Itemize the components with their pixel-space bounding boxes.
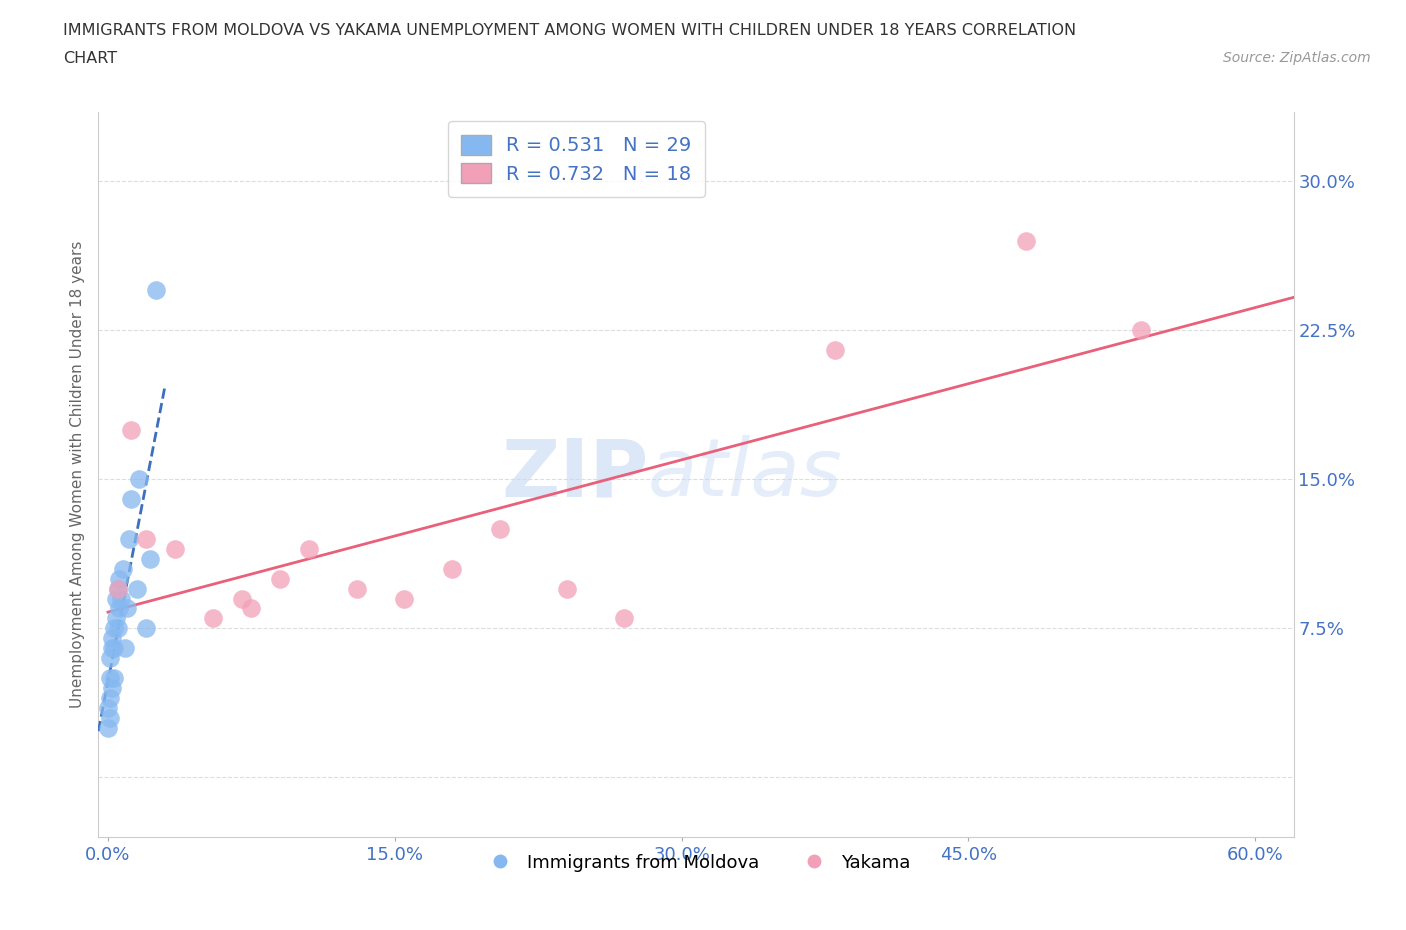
Text: CHART: CHART bbox=[63, 51, 117, 66]
Point bbox=[97, 700, 120, 715]
Point bbox=[101, 681, 124, 696]
Point bbox=[231, 591, 253, 606]
Point bbox=[107, 621, 129, 636]
Point bbox=[98, 671, 121, 685]
Point bbox=[107, 581, 129, 596]
Point bbox=[135, 621, 157, 636]
Text: IMMIGRANTS FROM MOLDOVA VS YAKAMA UNEMPLOYMENT AMONG WOMEN WITH CHILDREN UNDER 1: IMMIGRANTS FROM MOLDOVA VS YAKAMA UNEMPL… bbox=[63, 23, 1077, 38]
Point bbox=[202, 611, 225, 626]
Point bbox=[139, 551, 162, 566]
Point bbox=[112, 562, 135, 577]
Legend: Immigrants from Moldova, Yakama: Immigrants from Moldova, Yakama bbox=[475, 846, 917, 879]
Point bbox=[120, 492, 142, 507]
Point bbox=[346, 581, 368, 596]
Point bbox=[101, 631, 124, 645]
Point bbox=[163, 541, 186, 556]
Point bbox=[103, 671, 125, 685]
Point bbox=[115, 601, 138, 616]
Point bbox=[98, 690, 121, 705]
Text: atlas: atlas bbox=[648, 435, 844, 513]
Point bbox=[1129, 323, 1152, 338]
Point bbox=[613, 611, 636, 626]
Point bbox=[104, 591, 127, 606]
Point bbox=[107, 581, 129, 596]
Point bbox=[108, 601, 131, 616]
Text: Source: ZipAtlas.com: Source: ZipAtlas.com bbox=[1223, 51, 1371, 65]
Point bbox=[118, 531, 141, 546]
Point bbox=[240, 601, 263, 616]
Point bbox=[97, 720, 120, 735]
Point bbox=[103, 621, 125, 636]
Text: ZIP: ZIP bbox=[501, 435, 648, 513]
Point bbox=[555, 581, 578, 596]
Y-axis label: Unemployment Among Women with Children Under 18 years: Unemployment Among Women with Children U… bbox=[69, 241, 84, 708]
Point bbox=[104, 611, 127, 626]
Point bbox=[824, 342, 846, 357]
Point bbox=[441, 562, 464, 577]
Point bbox=[135, 531, 157, 546]
Point bbox=[98, 711, 121, 725]
Point bbox=[120, 422, 142, 437]
Point bbox=[128, 472, 150, 486]
Point bbox=[103, 641, 125, 656]
Point bbox=[108, 571, 131, 586]
Point bbox=[1015, 233, 1038, 248]
Point bbox=[101, 641, 124, 656]
Point bbox=[394, 591, 416, 606]
Point bbox=[145, 283, 167, 298]
Point bbox=[298, 541, 321, 556]
Point bbox=[114, 641, 136, 656]
Point bbox=[489, 522, 512, 537]
Point bbox=[269, 571, 291, 586]
Point bbox=[98, 651, 121, 666]
Point bbox=[110, 591, 132, 606]
Point bbox=[125, 581, 148, 596]
